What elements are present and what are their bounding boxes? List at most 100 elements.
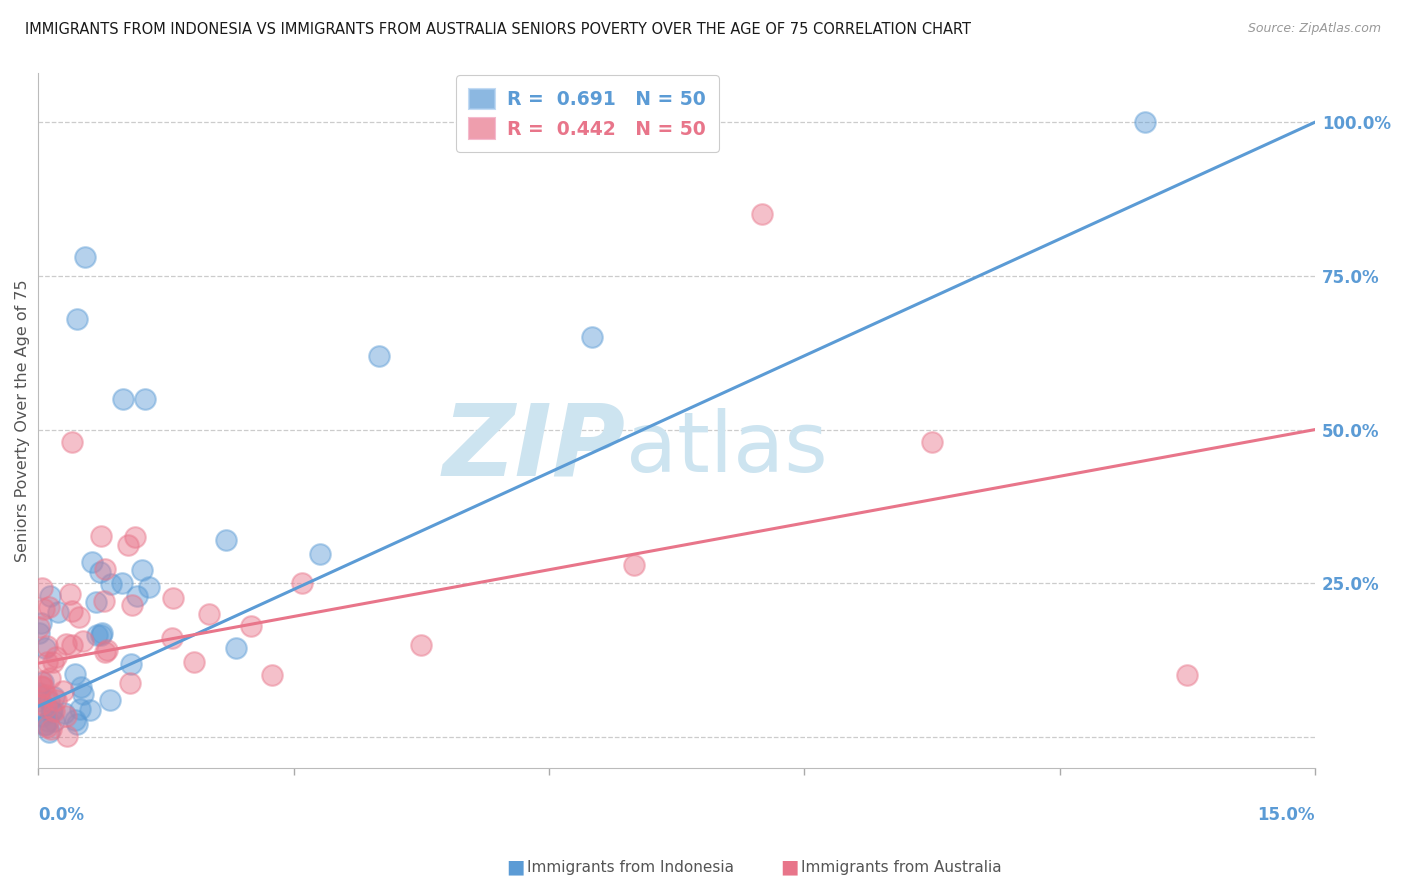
Point: [134, 392, 156, 406]
Point: [39, 704, 62, 718]
Point: [37, 655, 59, 669]
Point: [921, 434, 943, 449]
Point: [89, 565, 111, 579]
Text: IMMIGRANTS FROM INDONESIA VS IMMIGRANTS FROM AUSTRALIA SENIORS POVERTY OVER THE : IMMIGRANTS FROM INDONESIA VS IMMIGRANTS …: [25, 22, 972, 37]
Point: [60, 604, 83, 618]
Point: [35, 700, 58, 714]
Point: [124, 530, 146, 544]
Point: [38, 599, 60, 614]
Point: [72, 634, 94, 648]
Point: [34, 717, 56, 731]
Point: [59, 587, 82, 601]
Text: Immigrants from Indonesia: Immigrants from Indonesia: [527, 860, 734, 874]
Point: [69, 702, 91, 716]
Point: [28, 686, 51, 700]
Point: [225, 641, 247, 656]
Point: [1177, 668, 1199, 682]
Text: 0.0%: 0.0%: [38, 805, 84, 824]
Point: [28, 620, 51, 634]
Point: [100, 576, 122, 591]
Point: [162, 591, 184, 605]
Point: [42, 714, 65, 729]
Point: [183, 655, 205, 669]
Point: [31, 581, 53, 595]
Point: [96, 643, 118, 657]
Text: atlas: atlas: [626, 408, 827, 489]
Point: [131, 563, 153, 577]
Point: [44, 690, 66, 705]
Point: [38, 694, 60, 708]
Point: [48, 605, 70, 619]
Point: [31, 709, 53, 723]
Point: [121, 599, 143, 613]
Point: [66, 312, 89, 326]
Point: [27, 688, 49, 702]
Point: [111, 576, 134, 591]
Point: [37, 639, 59, 653]
Point: [112, 392, 135, 406]
Point: [28, 625, 51, 640]
Point: [31, 674, 53, 689]
Point: [66, 717, 89, 731]
Point: [309, 547, 332, 561]
Point: [160, 632, 183, 646]
Point: [65, 713, 87, 727]
Text: Source: ZipAtlas.com: Source: ZipAtlas.com: [1247, 22, 1381, 36]
Point: [751, 207, 773, 221]
Point: [34, 640, 56, 655]
Point: [56, 729, 79, 743]
Text: Immigrants from Australia: Immigrants from Australia: [801, 860, 1002, 874]
Point: [581, 330, 603, 344]
Point: [367, 349, 389, 363]
Point: [94, 562, 117, 576]
Point: [60, 638, 83, 652]
Point: [55, 709, 77, 723]
Point: [214, 533, 236, 548]
Point: [41, 704, 63, 718]
Point: [42, 704, 65, 718]
Point: [55, 636, 77, 650]
Point: [34, 718, 56, 732]
Point: [197, 607, 219, 621]
Text: ZIP: ZIP: [443, 400, 626, 497]
Point: [90, 628, 112, 642]
Point: [31, 698, 53, 712]
Point: [240, 619, 263, 633]
Point: [93, 594, 115, 608]
Point: [45, 649, 67, 664]
Point: [138, 580, 160, 594]
Point: [291, 576, 314, 591]
Point: [70, 681, 93, 695]
Point: [120, 657, 142, 671]
Point: [623, 558, 645, 572]
Point: [1133, 115, 1156, 129]
Point: [38, 725, 60, 739]
Point: [60, 434, 83, 449]
Point: [35, 720, 58, 734]
Point: [30, 674, 52, 689]
Point: [67, 610, 90, 624]
Point: [53, 706, 76, 720]
Point: [127, 589, 149, 603]
Point: [39, 672, 62, 686]
Point: [52, 683, 75, 698]
Point: [39, 722, 62, 736]
Point: [27, 694, 49, 708]
Point: [32, 680, 55, 694]
Point: [118, 675, 141, 690]
Point: [30, 679, 52, 693]
Legend: R =  0.691   N = 50, R =  0.442   N = 50: R = 0.691 N = 50, R = 0.442 N = 50: [456, 76, 718, 152]
Point: [80, 555, 103, 569]
Point: [65, 667, 87, 681]
Point: [84, 595, 107, 609]
Point: [31, 615, 53, 630]
Point: [117, 538, 139, 552]
Point: [94, 645, 117, 659]
Point: [72, 687, 94, 701]
Point: [90, 529, 112, 543]
Text: 15.0%: 15.0%: [1257, 805, 1315, 824]
Point: [411, 638, 433, 652]
Point: [35, 689, 58, 703]
Point: [75, 251, 97, 265]
Point: [37, 714, 59, 728]
